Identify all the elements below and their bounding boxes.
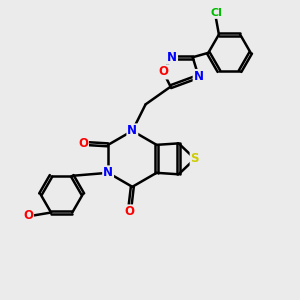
- Text: Cl: Cl: [210, 8, 222, 18]
- Text: N: N: [127, 124, 137, 137]
- Text: O: O: [78, 137, 88, 150]
- Text: O: O: [23, 209, 33, 222]
- Text: N: N: [167, 51, 177, 64]
- Text: N: N: [103, 166, 113, 179]
- Text: O: O: [158, 65, 168, 79]
- Text: S: S: [190, 152, 199, 165]
- Text: O: O: [124, 205, 134, 218]
- Text: N: N: [194, 70, 204, 83]
